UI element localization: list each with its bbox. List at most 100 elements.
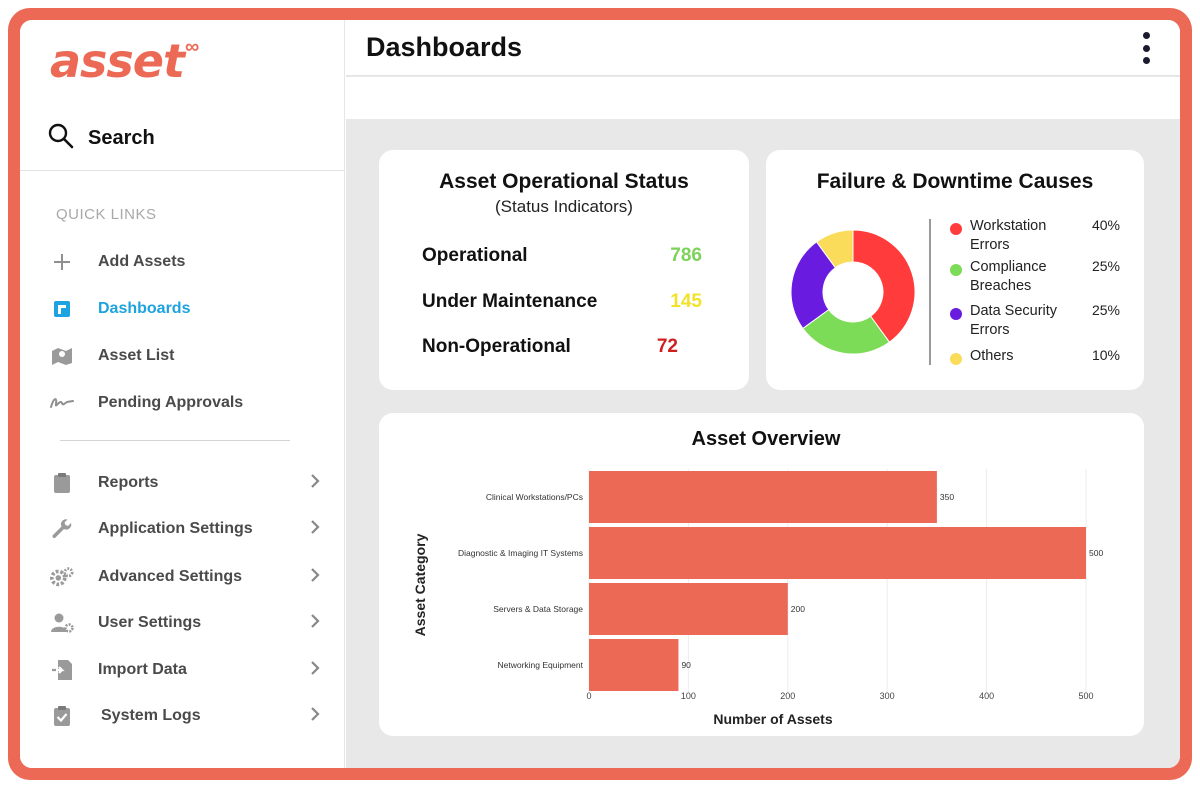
chevron-right-icon: [310, 706, 320, 727]
legend-dot: [950, 353, 962, 365]
legend-percent: 40%: [1091, 217, 1120, 233]
chevron-right-icon: [310, 519, 320, 540]
donut-slice-others: [815, 229, 854, 269]
kebab-menu-icon[interactable]: [1140, 32, 1152, 64]
page-title: Dashboards: [366, 32, 523, 62]
y-tick-label: Clinical Workstations/PCs: [486, 492, 583, 502]
chevron-right-icon: [310, 613, 320, 634]
status-value: 145: [670, 291, 702, 312]
y-tick-label: Servers & Data Storage: [493, 604, 583, 614]
search-label: Search: [88, 127, 155, 149]
overview-card: Asset Overview 0 100 200 300 400 500 Clinical W…: [379, 413, 1144, 736]
sidebar-item-pending-approvals[interactable]: Pending Approvals: [50, 389, 320, 417]
status-card-subtitle: (Status Indicators): [495, 197, 633, 216]
status-label: Operational: [422, 245, 528, 266]
sidebar-item-asset-list[interactable]: Asset List: [50, 342, 320, 370]
y-tick-label: Diagnostic & Imaging IT Systems: [458, 548, 583, 558]
sidebar-item-application-settings[interactable]: Application Settings: [50, 515, 320, 543]
legend-percent: 10%: [1091, 347, 1120, 363]
data-label: 200: [791, 604, 805, 614]
status-row-under-maintenance: Under Maintenance 145: [422, 291, 702, 317]
subheader-bar: [346, 77, 1180, 119]
bar: [589, 471, 937, 523]
legend-dot: [950, 264, 962, 276]
donut-slice-workstation-errors: [852, 229, 916, 343]
y-axis-label: Asset Category: [412, 533, 428, 636]
divider: [60, 440, 290, 441]
chevron-right-icon: [310, 567, 320, 588]
sidebar-item-dashboards[interactable]: Dashboards: [50, 295, 320, 323]
sidebar-item-label: Reports: [98, 474, 159, 491]
clipboard-icon: [50, 471, 74, 495]
search-icon: [48, 123, 74, 154]
legend-dot: [950, 223, 962, 235]
x-tick-label: 0: [586, 691, 591, 701]
legend-label: Others: [970, 348, 1014, 364]
sidebar-item-label: Add Assets: [98, 253, 186, 270]
status-card-title: Asset Operational Status: [439, 170, 689, 193]
status-label: Non-Operational: [422, 336, 571, 357]
legend-percent: 25%: [1091, 302, 1120, 318]
wrench-icon: [50, 517, 74, 541]
sidebar-item-user-settings[interactable]: User Settings: [50, 609, 320, 637]
legend-label: Workstation Errors: [970, 218, 1047, 253]
sidebar-item-label: User Settings: [98, 614, 202, 631]
bar: [589, 583, 788, 635]
status-row-operational: Operational 786: [422, 245, 702, 271]
logo-text: asset: [50, 34, 185, 88]
quick-links-heading: QUICK LINKS: [56, 206, 157, 223]
map-icon: [50, 344, 74, 368]
sidebar-item-label: Advanced Settings: [98, 568, 243, 585]
clipboard-check-icon: [50, 704, 74, 728]
logo[interactable]: asset ∞: [50, 34, 200, 98]
status-label: Under Maintenance: [422, 291, 598, 312]
divider: [20, 170, 345, 171]
bar: [589, 639, 679, 691]
x-axis-label: Number of Assets: [713, 711, 833, 727]
user-gear-icon: [50, 611, 74, 635]
sidebar-item-system-logs[interactable]: System Logs: [50, 702, 320, 730]
sidebar-item-label: System Logs: [101, 707, 201, 724]
logo-infinity-icon: ∞: [185, 36, 200, 58]
data-label: 350: [940, 492, 954, 502]
legend-label: Data Security Errors: [970, 303, 1058, 338]
legend-separator: [929, 219, 931, 365]
status-value: 72: [656, 336, 678, 357]
legend-dot: [950, 308, 962, 320]
sidebar-item-add-assets[interactable]: Add Assets: [50, 248, 320, 276]
y-tick-label: Networking Equipment: [497, 660, 583, 670]
x-tick-label: 100: [681, 691, 696, 701]
import-icon: [50, 658, 74, 682]
asset-overview-chart: Asset Overview 0 100 200 300 400 500 Clinical W…: [412, 428, 1103, 727]
gears-icon: [50, 565, 74, 589]
sidebar: asset ∞ Search QUICK LINKS Add Assets Da…: [20, 20, 345, 768]
failure-card: Failure & Downtime Causes Workstation Er…: [766, 150, 1144, 390]
header: Dashboards: [346, 20, 1180, 76]
sidebar-item-advanced-settings[interactable]: Advanced Settings: [50, 563, 320, 591]
signature-icon: [50, 391, 74, 415]
status-row-non-operational: Non-Operational 72: [422, 336, 702, 362]
app-window: asset ∞ Search QUICK LINKS Add Assets Da…: [20, 20, 1180, 768]
chevron-right-icon: [310, 473, 320, 494]
sidebar-item-label: Import Data: [98, 661, 187, 678]
plus-icon: [50, 250, 74, 274]
chevron-right-icon: [310, 660, 320, 681]
failure-card-title: Failure & Downtime Causes: [816, 170, 1094, 193]
data-label: 90: [681, 660, 691, 670]
main-content: Dashboards Asset Operational Status (Sta…: [346, 20, 1180, 768]
search-button[interactable]: Search: [48, 123, 155, 154]
x-tick-label: 200: [780, 691, 795, 701]
sidebar-item-label: Pending Approvals: [98, 394, 244, 411]
dashboard-icon: [50, 297, 74, 321]
bar: [589, 527, 1086, 579]
status-value: 786: [670, 245, 702, 266]
sidebar-item-label: Asset List: [98, 347, 175, 364]
sidebar-item-reports[interactable]: Reports: [50, 469, 320, 497]
sidebar-item-import-data[interactable]: Import Data: [50, 656, 320, 684]
x-tick-label: 500: [1078, 691, 1093, 701]
legend-label: Compliance Breaches: [970, 259, 1047, 294]
donut-chart: [790, 229, 916, 355]
data-label: 500: [1089, 548, 1103, 558]
x-tick-label: 300: [880, 691, 895, 701]
status-card: Asset Operational Status (Status Indicat…: [379, 150, 749, 390]
